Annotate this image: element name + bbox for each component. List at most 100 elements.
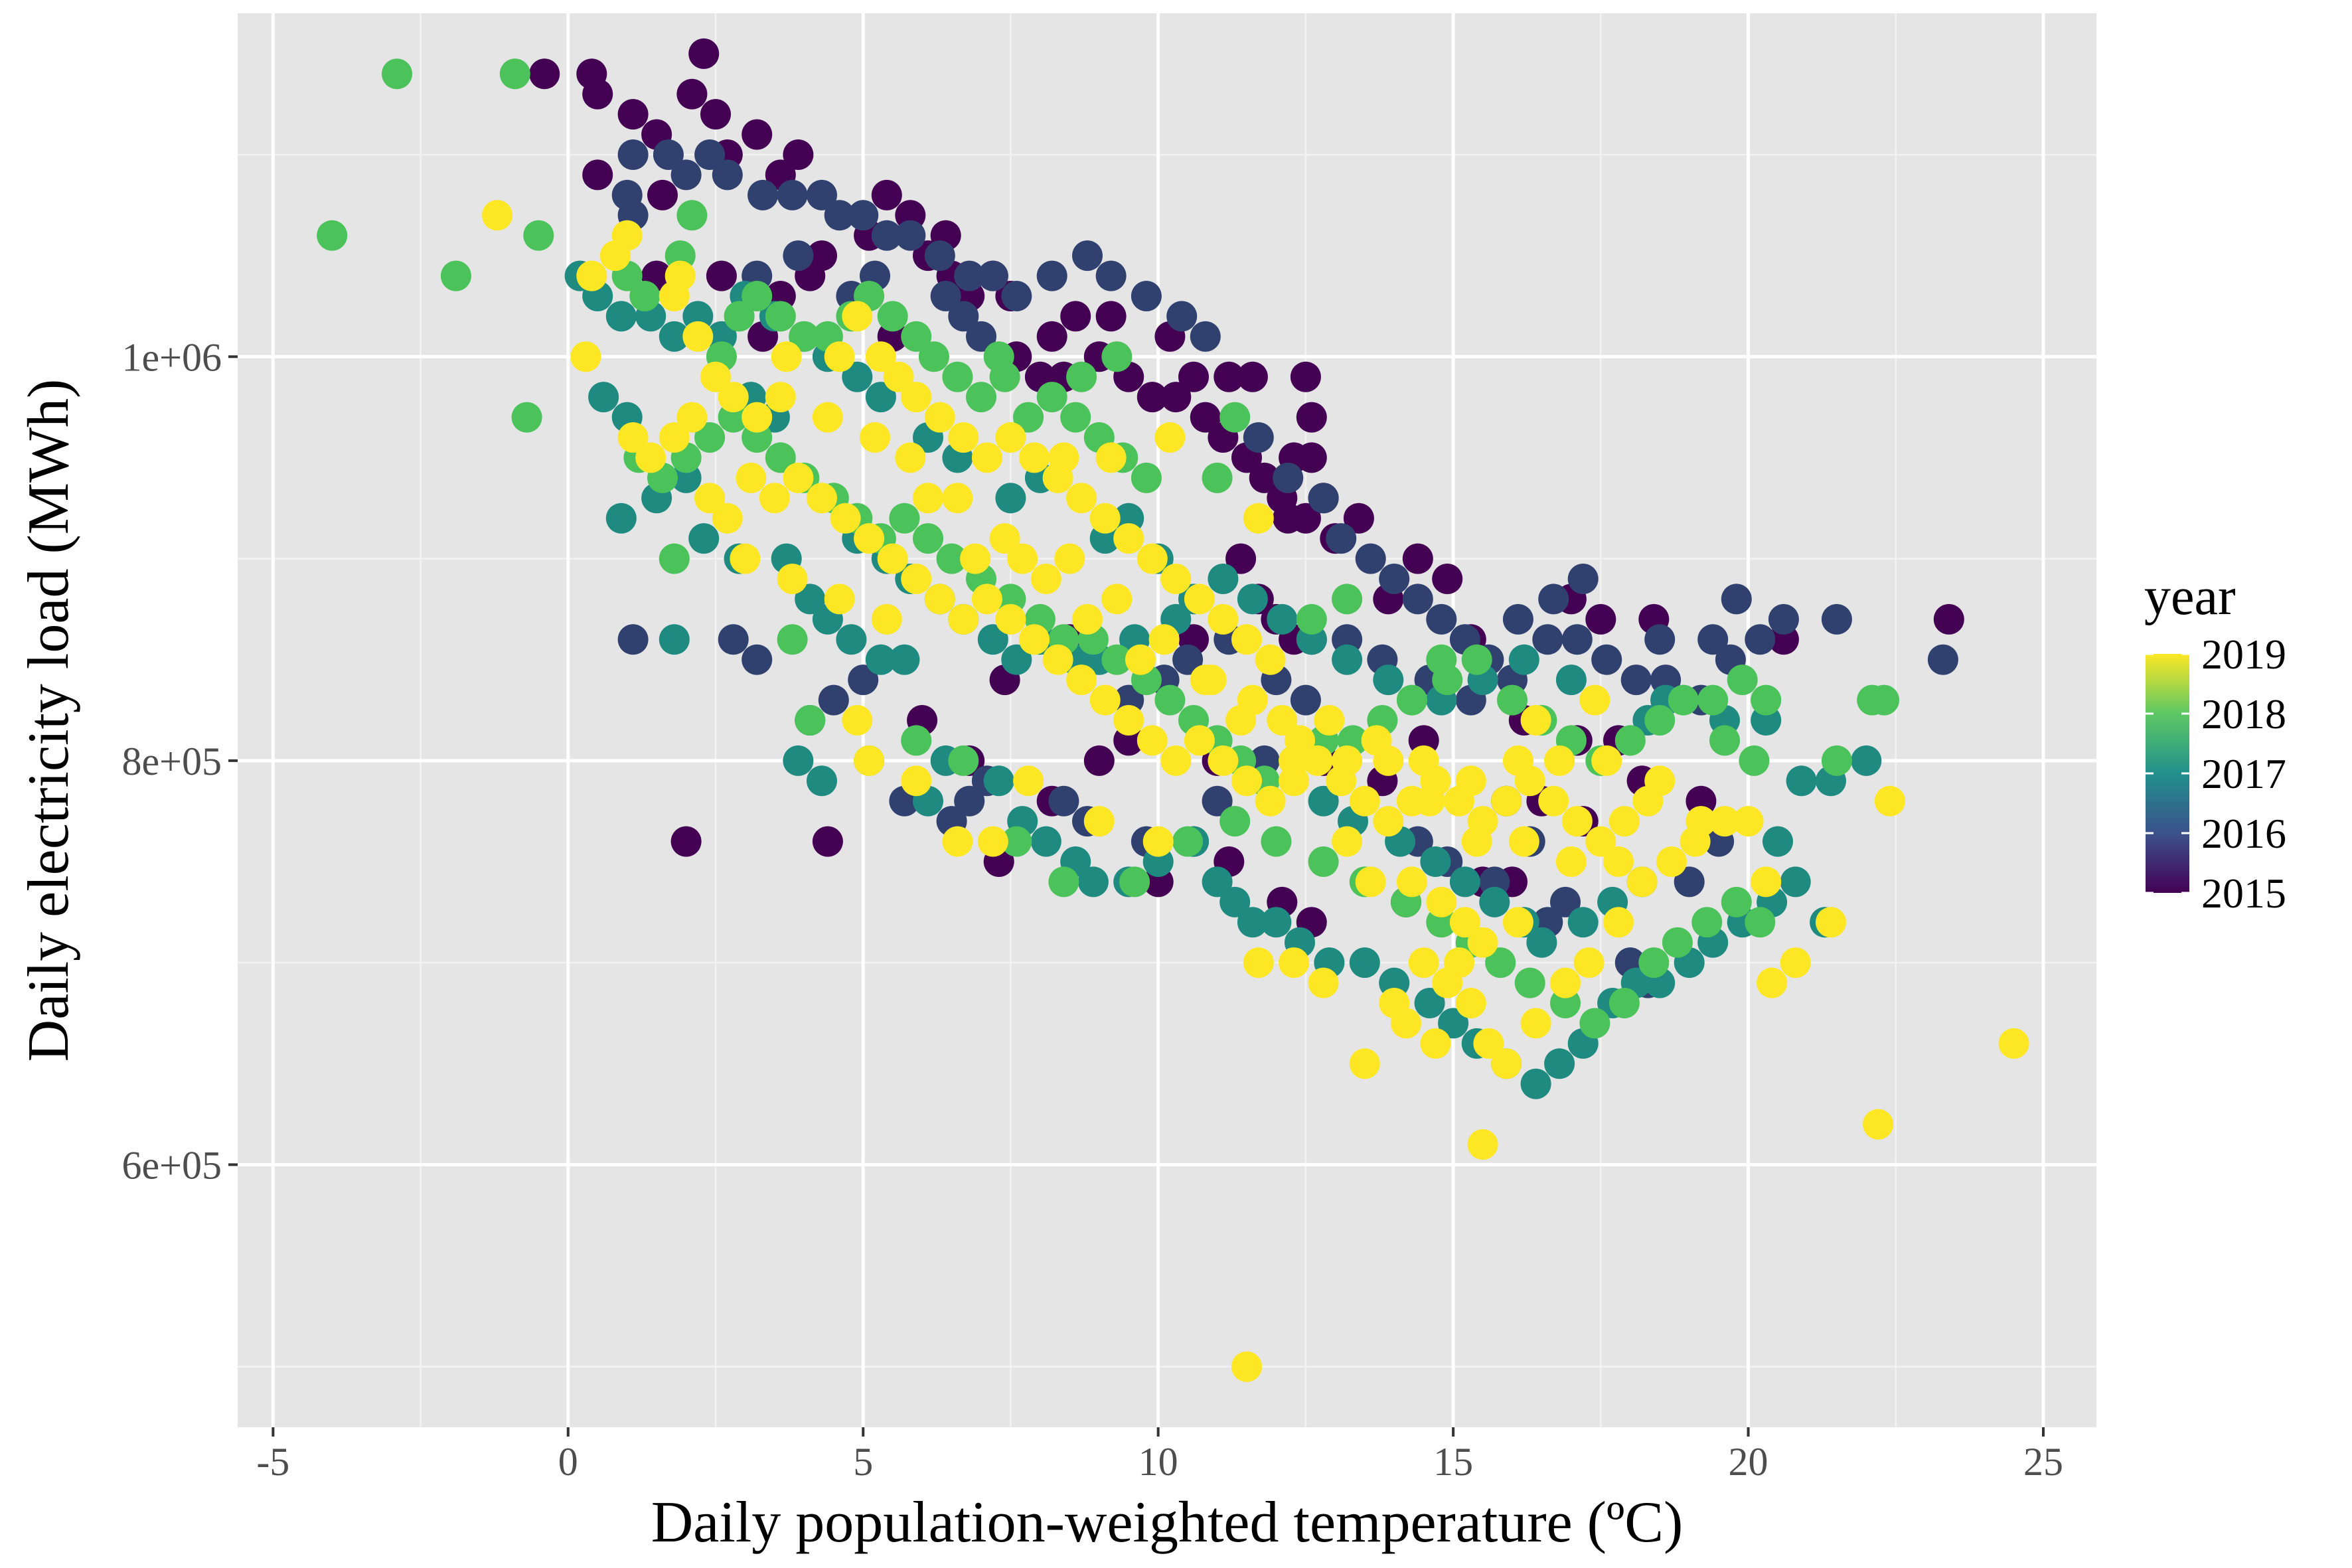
data-point xyxy=(1686,806,1717,837)
data-point xyxy=(1567,564,1599,594)
data-point xyxy=(1538,785,1569,817)
data-point xyxy=(942,483,973,514)
data-point xyxy=(812,826,843,857)
data-point xyxy=(511,402,542,433)
data-point xyxy=(1349,785,1380,817)
data-point xyxy=(1520,1008,1551,1039)
data-point xyxy=(1208,745,1239,776)
data-point xyxy=(1721,886,1752,917)
data-point xyxy=(913,523,943,554)
data-point xyxy=(617,99,649,130)
data-point xyxy=(1314,705,1345,736)
legend-label: 2019 xyxy=(2201,631,2286,678)
data-point xyxy=(783,139,814,170)
data-point xyxy=(670,826,702,857)
data-point xyxy=(795,584,826,615)
data-point xyxy=(1544,1048,1575,1079)
data-point xyxy=(1119,866,1150,898)
data-point xyxy=(1237,361,1268,392)
data-point xyxy=(1030,564,1061,594)
data-point xyxy=(1591,644,1622,675)
data-point xyxy=(836,624,867,655)
data-point xyxy=(971,584,1002,615)
data-point xyxy=(1019,624,1050,655)
data-point xyxy=(983,341,1014,372)
data-point xyxy=(1402,584,1433,615)
data-point xyxy=(1491,785,1522,817)
data-point xyxy=(1426,603,1457,635)
data-point xyxy=(1721,584,1752,615)
data-point xyxy=(1279,947,1310,979)
data-point xyxy=(1208,564,1239,594)
data-point xyxy=(1638,947,1670,979)
data-point xyxy=(1697,684,1729,716)
data-point xyxy=(777,624,808,655)
data-point xyxy=(1083,745,1115,776)
data-point xyxy=(1332,826,1363,857)
data-point xyxy=(617,624,649,655)
legend-label: 2018 xyxy=(2201,690,2286,738)
y-axis: 6e+05 8e+05 1e+06 xyxy=(122,335,238,1187)
data-point xyxy=(1391,1008,1421,1039)
data-point xyxy=(1249,462,1280,493)
data-point xyxy=(848,200,879,231)
y-tick-label: 6e+05 xyxy=(122,1143,222,1187)
data-point xyxy=(1408,947,1439,979)
data-point xyxy=(718,624,749,655)
data-point xyxy=(629,281,661,311)
data-points xyxy=(317,38,2029,1382)
data-point xyxy=(1184,725,1215,756)
data-point xyxy=(1757,967,1788,998)
data-point xyxy=(960,543,991,574)
data-point xyxy=(1261,907,1292,938)
data-point xyxy=(1202,785,1233,817)
data-point xyxy=(1243,503,1274,534)
data-point xyxy=(1497,684,1528,716)
data-point xyxy=(1544,745,1575,776)
data-point xyxy=(977,260,1008,291)
data-point xyxy=(1555,846,1587,877)
data-point xyxy=(1166,301,1198,332)
data-point xyxy=(1243,947,1274,979)
data-point xyxy=(842,361,873,392)
data-point xyxy=(1927,644,1958,675)
data-point xyxy=(676,200,708,231)
data-point xyxy=(1485,947,1516,979)
data-point xyxy=(901,382,932,413)
legend-title: year xyxy=(2144,568,2236,626)
data-point xyxy=(948,422,979,453)
data-point xyxy=(1131,281,1162,311)
data-point xyxy=(1160,564,1192,594)
data-point xyxy=(742,119,773,150)
data-point xyxy=(771,341,802,372)
data-point xyxy=(889,644,920,675)
data-point xyxy=(1219,402,1251,433)
data-point xyxy=(1225,543,1257,574)
data-point xyxy=(924,584,955,615)
data-point xyxy=(382,58,412,90)
data-point xyxy=(1219,886,1251,917)
data-point xyxy=(617,422,649,453)
data-point xyxy=(1514,967,1545,998)
series-2019 xyxy=(482,200,2029,1382)
data-point xyxy=(877,543,908,574)
data-point xyxy=(1763,826,1793,857)
data-point xyxy=(1396,684,1427,716)
data-point xyxy=(1461,644,1492,675)
data-point xyxy=(942,361,973,392)
data-point xyxy=(499,58,530,90)
data-point xyxy=(1709,806,1740,837)
data-point xyxy=(1863,1109,1894,1140)
data-point xyxy=(1644,705,1676,736)
data-point xyxy=(582,78,613,110)
data-point xyxy=(1821,603,1852,635)
data-point xyxy=(1555,665,1587,696)
data-point xyxy=(977,624,1008,655)
data-point xyxy=(1267,705,1298,736)
data-point xyxy=(1508,826,1539,857)
data-point xyxy=(1467,927,1498,958)
data-point xyxy=(1343,503,1374,534)
data-point xyxy=(1449,907,1480,938)
data-point xyxy=(730,543,761,574)
data-point xyxy=(1072,603,1103,635)
